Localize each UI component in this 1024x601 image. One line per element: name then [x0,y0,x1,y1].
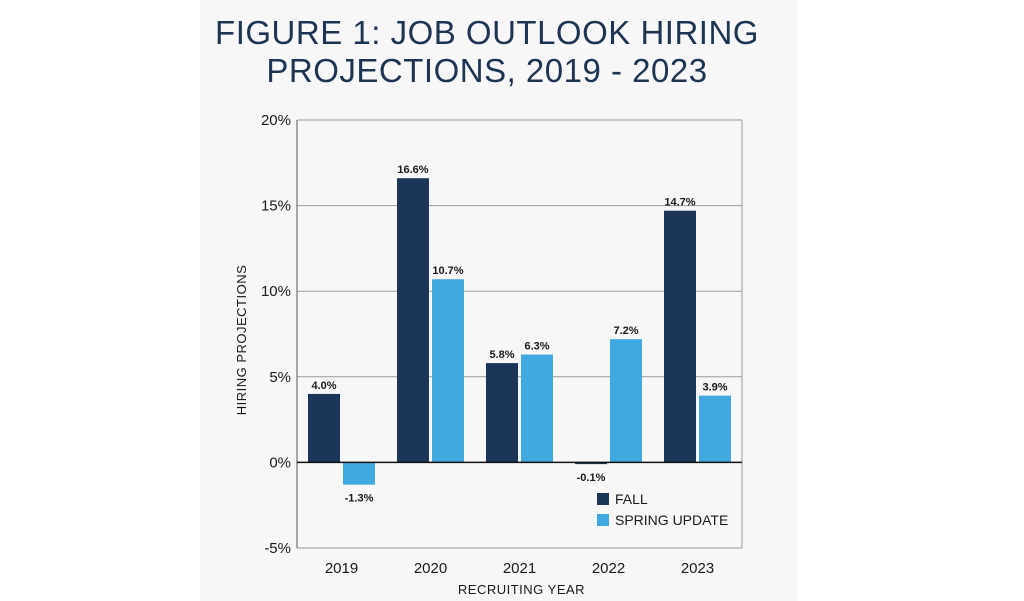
bar-spring-update-2020 [432,279,464,463]
data-label-fall-2019: 4.0% [311,380,336,392]
bar-spring-update-2021 [521,354,553,463]
x-tick-label-2023: 2023 [681,560,714,577]
x-tick-label-2022: 2022 [592,560,625,577]
chart-title-line-1: FIGURE 1: JOB OUTLOOK HIRING [215,14,759,51]
legend-swatch-spring-update [597,514,609,526]
bar-spring-update-2019 [343,462,375,485]
x-tick-label-2021: 2021 [503,560,536,577]
bars [308,178,731,485]
data-label-spring-update-2019: -1.3% [345,493,374,505]
x-tick-label-2019: 2019 [325,560,358,577]
bar-spring-update-2023 [699,395,731,463]
y-axis-ticks: -5% 0% 5% 10% 15% 20% [261,112,291,557]
data-label-fall-2021: 5.8% [489,349,514,361]
y-tick-label: 5% [269,369,291,386]
bar-fall-2023 [664,210,696,463]
data-label-spring-update-2020: 10.7% [432,265,463,277]
legend: FALL SPRING UPDATE [597,491,728,528]
bar-fall-2019 [308,393,340,463]
data-labels: 4.0% -1.3% 16.6% 10.7% 5.8% 6.3% -0.1% 7.2% 14.7… [311,164,727,504]
y-tick-label: 20% [261,112,291,129]
x-axis-ticks: 2019 2020 2021 2022 2023 [325,560,714,577]
data-label-spring-update-2021: 6.3% [524,341,549,353]
legend-swatch-fall [597,493,609,505]
chart-panel [200,0,798,601]
x-tick-label-2020: 2020 [414,560,447,577]
data-label-spring-update-2022: 7.2% [613,325,638,337]
data-label-fall-2022: -0.1% [577,472,606,484]
y-tick-label: 0% [269,454,291,471]
y-tick-label: -5% [264,540,291,557]
data-label-spring-update-2023: 3.9% [702,382,727,394]
y-tick-label: 15% [261,198,291,215]
x-axis-title: RECRUITING YEAR [458,582,585,597]
legend-label-fall: FALL [615,491,648,507]
y-tick-label: 10% [261,283,291,300]
bar-fall-2022 [575,462,607,465]
legend-label-spring-update: SPRING UPDATE [615,512,728,528]
y-axis-title: HIRING PROJECTIONS [234,265,249,416]
bar-fall-2020 [397,178,429,463]
data-label-fall-2020: 16.6% [397,164,428,176]
bar-spring-update-2022 [610,339,642,463]
bar-fall-2021 [486,363,518,463]
data-label-fall-2023: 14.7% [664,197,695,209]
chart-title-line-2: PROJECTIONS, 2019 - 2023 [266,52,708,89]
